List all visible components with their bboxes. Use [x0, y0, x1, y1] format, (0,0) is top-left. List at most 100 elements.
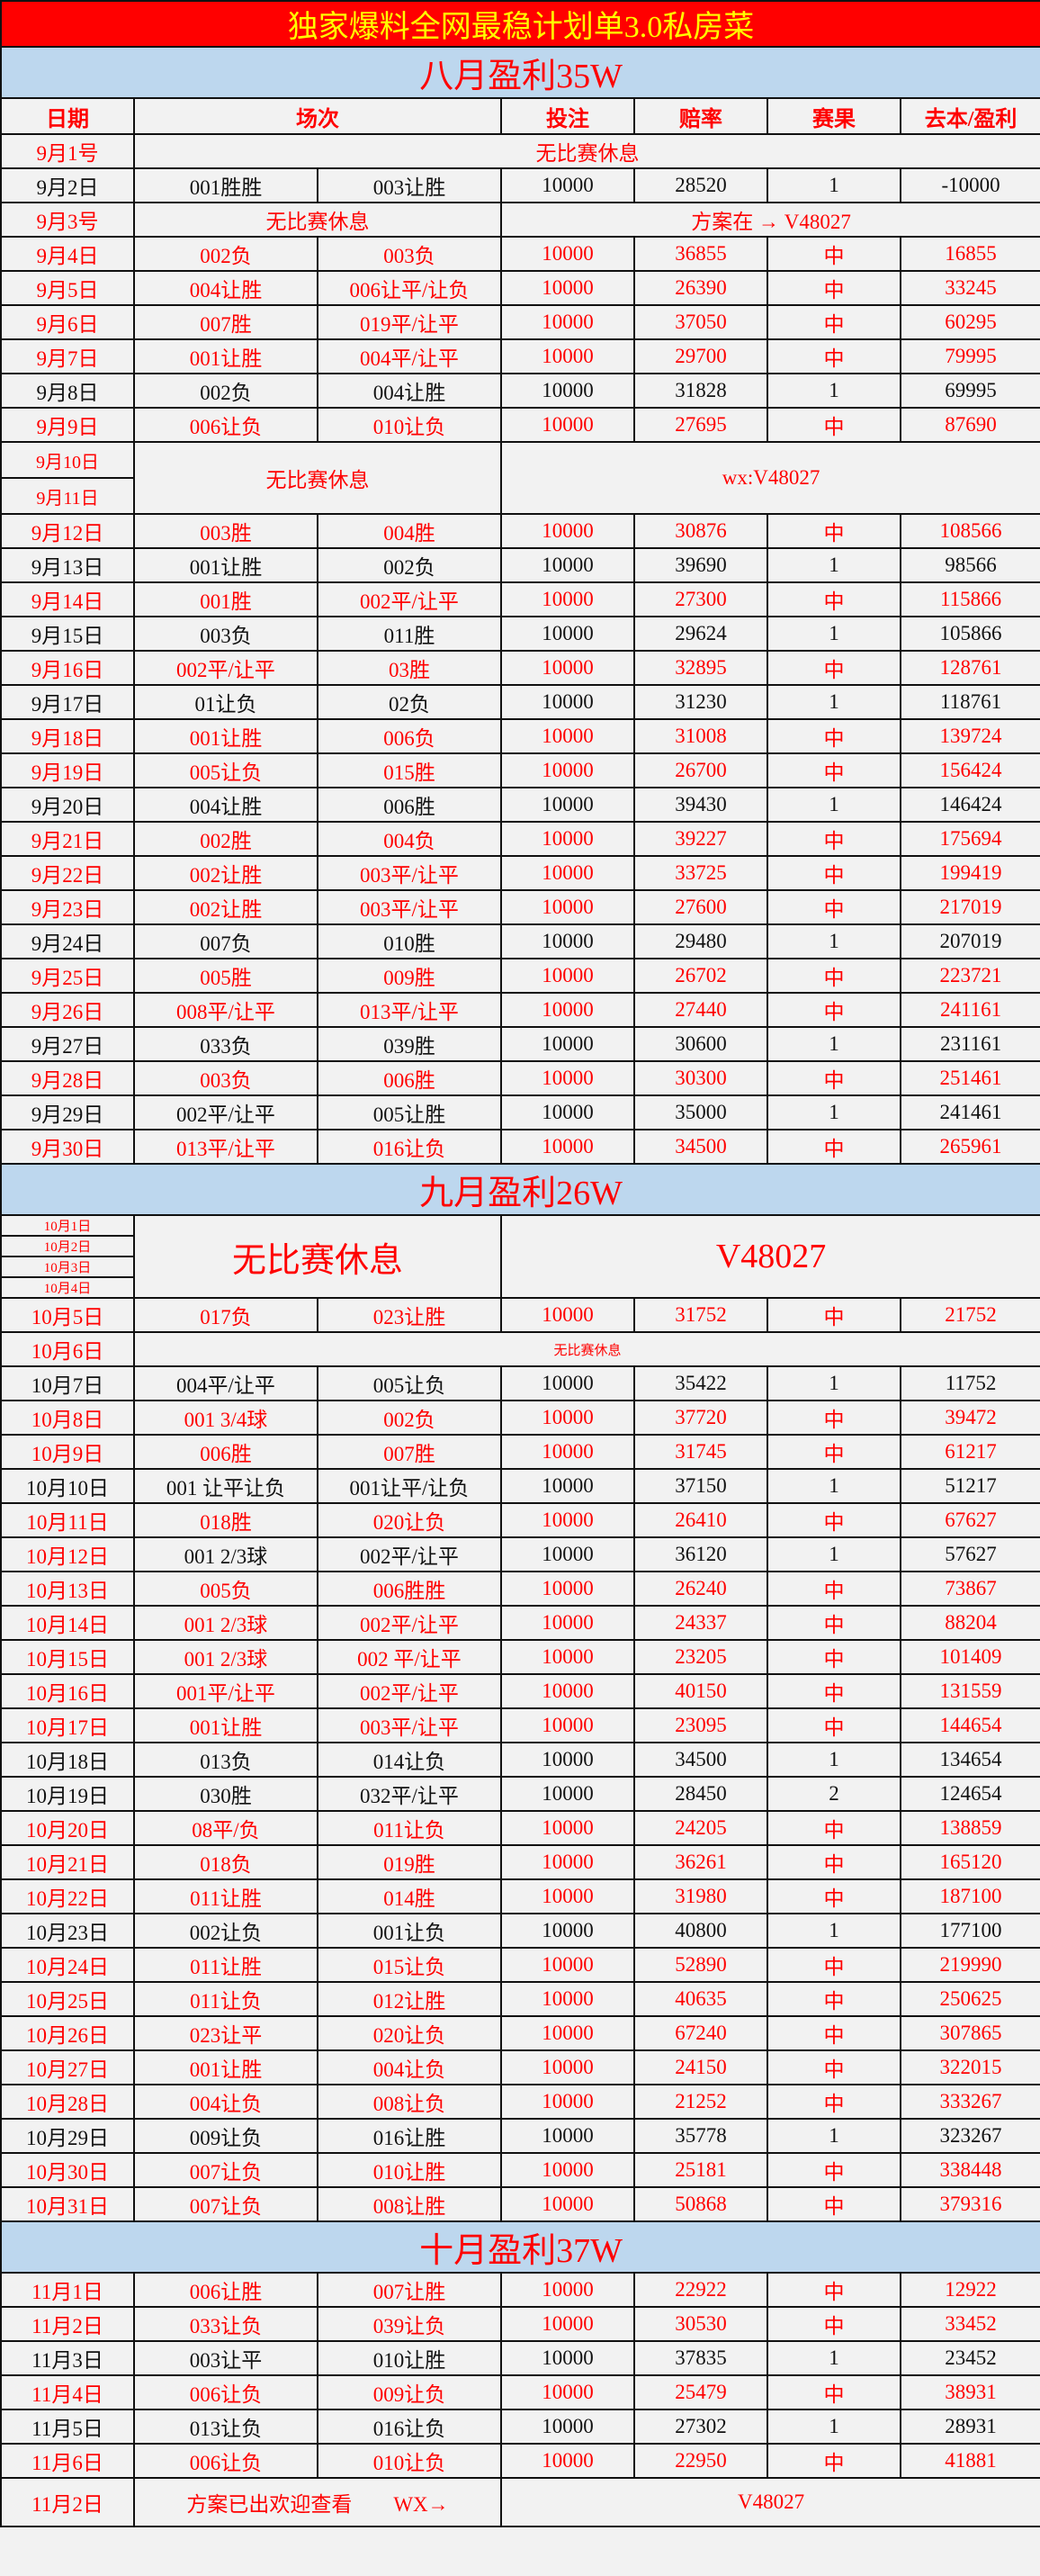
table-row: 10月28日 004让负 008让负 10000 21252 中 333267 [0, 2084, 1040, 2120]
date-cell: 11月2日 [0, 2477, 135, 2527]
match-1: 001 2/3球 [133, 1536, 318, 1572]
match-1: 033负 [133, 1026, 318, 1062]
stake-cell: 10000 [500, 1742, 635, 1778]
odds-cell: 31980 [633, 1878, 768, 1914]
stake-cell: 10000 [500, 1468, 635, 1504]
match-2: 003平/让平 [317, 889, 502, 925]
match-1: 011让胜 [133, 1947, 318, 1983]
rest-row: 10月3日 [0, 1256, 1040, 1278]
odds-cell: 24337 [633, 1605, 768, 1641]
match-2: 020让负 [317, 2015, 502, 2051]
match-1: 003让平 [133, 2340, 318, 2376]
match-2: 023让胜 [317, 1297, 502, 1333]
balance-cell: 156424 [899, 752, 1040, 788]
match-1: 08平/负 [133, 1810, 318, 1846]
result-cell: 中 [767, 1129, 901, 1165]
date-cell: 9月8日 [0, 373, 135, 409]
date-cell: 9月4日 [0, 236, 135, 272]
header-date: 日期 [0, 97, 135, 135]
stake-cell: 10000 [500, 1129, 635, 1165]
date-cell: 10月26日 [0, 2015, 135, 2051]
date-cell: 10月29日 [0, 2118, 135, 2154]
result-cell: 中 [767, 1947, 901, 1983]
result-cell: 中 [767, 338, 901, 374]
odds-cell: 31752 [633, 1297, 768, 1333]
result-cell: 中 [767, 1605, 901, 1641]
result-cell: 中 [767, 1400, 901, 1436]
balance-cell: -10000 [899, 167, 1040, 203]
date-cell: 10月19日 [0, 1776, 135, 1812]
stake-cell: 10000 [500, 889, 635, 925]
header-matches: 场次 [133, 97, 502, 135]
result-cell: 1 [767, 167, 901, 203]
match-2: 006胜 [317, 1060, 502, 1096]
stake-cell: 10000 [500, 1365, 635, 1401]
balance-cell: 250625 [899, 1981, 1040, 2017]
balance-cell: 98566 [899, 547, 1040, 583]
footer-row: 11月2日 方案已出欢迎查看 WX→ V48027 [0, 2477, 1040, 2527]
stake-cell: 10000 [500, 1297, 635, 1333]
table-row: 9月5日 004让胜 006让平/让负 10000 26390 中 33245 [0, 270, 1040, 306]
match-2: 003平/让平 [317, 855, 502, 891]
result-cell: 中 [767, 2306, 901, 2342]
stake-cell: 10000 [500, 2306, 635, 2342]
odds-cell: 25479 [633, 2374, 768, 2410]
match-2: 005让负 [317, 1365, 502, 1401]
stake-cell: 10000 [500, 1536, 635, 1572]
month-banner: 十月盈利37W [0, 2220, 1040, 2274]
match-1: 002让负 [133, 1913, 318, 1949]
match-1: 006让负 [133, 2443, 318, 2479]
table-row: 9月21日 002胜 004负 10000 39227 中 175694 [0, 821, 1040, 857]
table-row: 9月16日 002平/让平 03胜 10000 32895 中 128761 [0, 650, 1040, 686]
match-1: 002负 [133, 236, 318, 272]
table-row: 10月24日 011让胜 015让负 10000 52890 中 219990 [0, 1947, 1040, 1983]
result-cell: 1 [767, 373, 901, 409]
balance-cell: 177100 [899, 1913, 1040, 1949]
date-cell: 10月6日 [0, 1331, 135, 1367]
match-1: 002平/让平 [133, 1094, 318, 1130]
date-cell: 9月9日 [0, 407, 135, 443]
table-row: 10月19日 030胜 032平/让平 10000 28450 2 124654 [0, 1776, 1040, 1812]
result-cell: 中 [767, 1981, 901, 2017]
match-2: 008让负 [317, 2084, 502, 2120]
balance-cell: 61217 [899, 1434, 1040, 1470]
match-2: 010让负 [317, 2443, 502, 2479]
table-row: 9月27日 033负 039胜 10000 30600 1 231161 [0, 1026, 1040, 1062]
month-profit-banner: 九月盈利26W [0, 1163, 1040, 1216]
match-2: 005让胜 [317, 1094, 502, 1130]
match-1: 002胜 [133, 821, 318, 857]
result-cell: 1 [767, 2409, 901, 2445]
table-row: 11月3日 003让平 010让胜 10000 37835 1 23452 [0, 2340, 1040, 2376]
match-1: 001平/让平 [133, 1673, 318, 1709]
stake-cell: 10000 [500, 2340, 635, 2376]
stake-cell: 10000 [500, 2272, 635, 2308]
rest-note: 方案已出欢迎查看 WX→ [133, 2477, 502, 2527]
result-cell: 中 [767, 1673, 901, 1709]
match-2: 002负 [317, 547, 502, 583]
balance-cell: 124654 [899, 1776, 1040, 1812]
balance-cell: 241161 [899, 992, 1040, 1028]
stake-cell: 10000 [500, 513, 635, 549]
rest-row: 9月3号 无比赛休息 方案在 → V48027 [0, 202, 1040, 238]
match-1: 002平/让平 [133, 650, 318, 686]
result-cell: 1 [767, 684, 901, 720]
stake-cell: 10000 [500, 1605, 635, 1641]
stake-cell: 10000 [500, 1810, 635, 1846]
header-result: 赛果 [767, 97, 901, 135]
table-row: 9月4日 002负 003负 10000 36855 中 16855 [0, 236, 1040, 272]
date-cell: 10月8日 [0, 1400, 135, 1436]
date-cell: 10月22日 [0, 1878, 135, 1914]
table-row: 9月20日 004让胜 006胜 10000 39430 1 146424 [0, 787, 1040, 823]
date-cell: 9月3号 [0, 202, 135, 238]
table-row: 10月25日 011让负 012让胜 10000 40635 中 250625 [0, 1981, 1040, 2017]
date-cell: 11月5日 [0, 2409, 135, 2445]
result-cell: 中 [767, 2443, 901, 2479]
balance-cell: 219990 [899, 1947, 1040, 1983]
contact-note: V48027 [499, 1214, 1040, 1299]
balance-cell: 199419 [899, 855, 1040, 891]
date-cell: 9月26日 [0, 992, 135, 1028]
rest-note: 无比赛休息 [133, 1214, 502, 1299]
stake-cell: 10000 [500, 2374, 635, 2410]
result-cell: 1 [767, 2118, 901, 2154]
stake-cell: 10000 [500, 1981, 635, 2017]
